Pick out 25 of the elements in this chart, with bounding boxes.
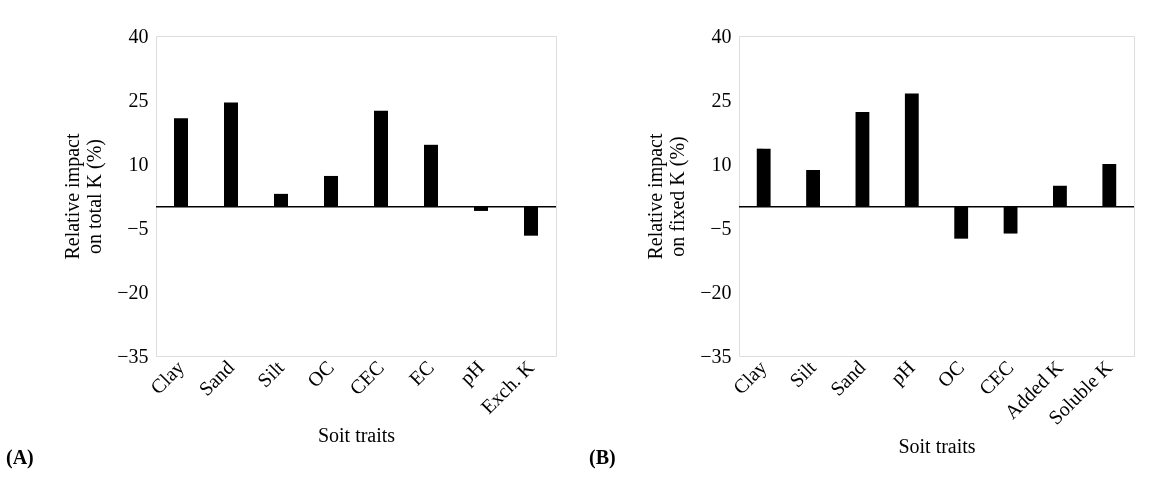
y-tick-label: −20: [700, 280, 732, 303]
y-tick-label: 10: [711, 152, 732, 175]
y-tick-label: 10: [128, 152, 149, 175]
x-tick-label: Silt: [784, 355, 821, 392]
x-tick-label: pH: [886, 356, 920, 390]
y-tick-label: −5: [710, 216, 732, 239]
x-axis-title: Soit traits: [898, 434, 976, 457]
y-tick-label: −5: [127, 216, 149, 239]
y-tick-label: 40: [128, 24, 149, 47]
y-tick-label: 25: [711, 88, 732, 111]
y-tick-label: −35: [117, 344, 149, 367]
text: (A): [6, 446, 34, 469]
text: (B): [589, 446, 616, 469]
y-axis-title: Relative impact on total K (%): [61, 133, 107, 260]
y-tick-label: 25: [128, 88, 149, 111]
x-tick-label: OC: [302, 356, 339, 392]
x-tick-label: CEC: [345, 356, 389, 400]
y-tick-label: −35: [700, 344, 732, 367]
y-axis-title: Relative impact on fixed K (%): [644, 133, 690, 260]
x-tick-label: OC: [933, 356, 969, 392]
x-tick-label: EC: [404, 356, 439, 390]
x-axis-title: Soit traits: [317, 423, 396, 446]
y-tick-label: 40: [711, 24, 732, 47]
x-tick-label: Silt: [252, 355, 289, 392]
y-tick-label: −20: [117, 280, 149, 303]
